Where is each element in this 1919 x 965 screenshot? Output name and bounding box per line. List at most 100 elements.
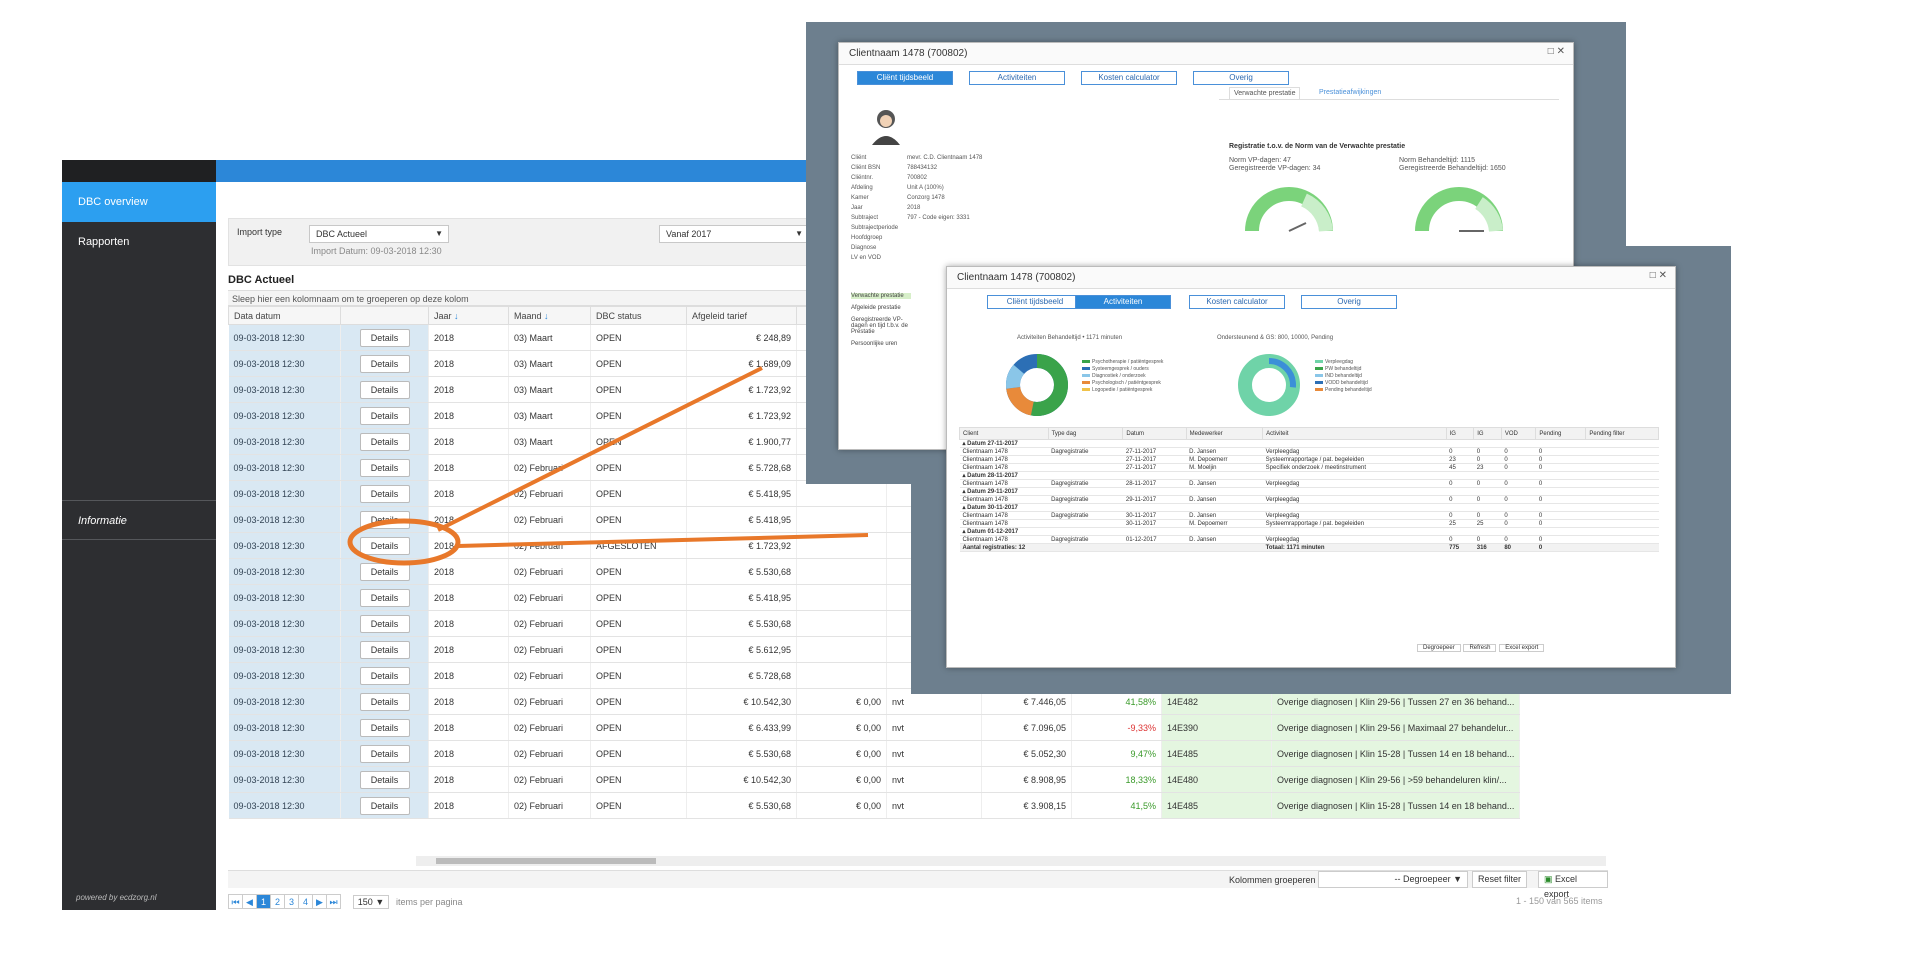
details-button[interactable]: Details — [359, 666, 410, 685]
tab-activiteiten[interactable]: Activiteiten — [1075, 295, 1171, 309]
details-button[interactable]: Details — [359, 510, 410, 529]
details-button[interactable]: Details — [359, 770, 410, 789]
column-header[interactable]: Pending — [1535, 427, 1587, 440]
import-type-select[interactable]: DBC Actueel ▼ — [309, 225, 449, 243]
table-row[interactable]: Clientnaam 1478 27-11-2017 M. Moeljin Speci… — [959, 463, 1659, 472]
excel-export-button[interactable]: Excel export — [1499, 644, 1545, 652]
column-header[interactable]: Client — [959, 427, 1049, 440]
group-row[interactable]: ▴ Datum 28-11-2017 — [959, 471, 1659, 480]
tab-kosten-calculator[interactable]: Kosten calculator — [1081, 71, 1177, 85]
column-header[interactable]: Type dag — [1047, 427, 1124, 440]
page-button[interactable]: 2 — [270, 894, 285, 909]
total-value: 0 — [1535, 543, 1586, 552]
group-row[interactable]: ▴ Datum 29-11-2017 — [959, 487, 1659, 496]
tab-overig[interactable]: Overig — [1301, 295, 1397, 309]
powered-by-label[interactable]: powered by ecdzorg.nl — [76, 893, 157, 902]
side-nav-item[interactable]: Afgeleide prestatie — [851, 305, 901, 311]
legend-swatch — [1082, 388, 1090, 391]
tab-client-tijdsbeeld[interactable]: Cliënt tijdsbeeld — [987, 295, 1083, 309]
table-cell — [1048, 463, 1123, 472]
column-header-jaar[interactable]: Jaar ↓ — [428, 306, 509, 325]
details-button[interactable]: Details — [359, 692, 410, 711]
column-header[interactable]: Activiteit — [1262, 427, 1447, 440]
last-page-icon[interactable]: ⏭ — [326, 894, 341, 909]
excel-export-button[interactable]: ▣ Excel export — [1538, 871, 1608, 899]
page-button[interactable]: 1 — [256, 894, 271, 909]
first-page-icon[interactable]: ⏮ — [228, 894, 243, 909]
table-row[interactable]: Clientnaam 1478 Dagregistratie 27-11-2017 D… — [959, 447, 1659, 456]
column-header[interactable]: Datum — [1122, 427, 1187, 440]
table-row[interactable]: 09-03-2018 12:30 Details 2018 02) Februari O… — [228, 714, 1521, 741]
details-button[interactable]: Details — [359, 588, 410, 607]
table-body: ▴ Datum 27-11-2017 Clientnaam 1478 Dagregi… — [959, 439, 1659, 552]
subtab-prestatieafwijkingen[interactable]: Prestatieafwijkingen — [1319, 89, 1382, 96]
details-button[interactable]: Details — [359, 380, 410, 399]
details-button[interactable]: Details — [359, 328, 410, 347]
table-row[interactable]: Clientnaam 1478 Dagregistratie 01-12-2017 D… — [959, 535, 1659, 544]
degroup-select[interactable]: -- Degroepeer ▼ — [1318, 871, 1468, 888]
table-row[interactable]: 09-03-2018 12:30 Details 2018 02) Februari O… — [228, 740, 1521, 767]
period-select[interactable]: Vanaf 2017 ▼ — [659, 225, 809, 243]
reset-filter-button[interactable]: Reset filter — [1472, 871, 1528, 888]
column-header[interactable]: Pending filter — [1585, 427, 1659, 440]
tab-client-tijdsbeeld[interactable]: Cliënt tijdsbeeld — [857, 71, 953, 85]
group-row[interactable]: ▴ Datum 30-11-2017 — [959, 503, 1659, 512]
details-button[interactable]: Details — [359, 354, 410, 373]
degroup-button[interactable]: Degroepeer — [1417, 644, 1461, 652]
horizontal-scrollbar[interactable] — [416, 856, 1606, 866]
details-button[interactable]: Details — [359, 406, 410, 425]
tab-kosten-calculator[interactable]: Kosten calculator — [1189, 295, 1285, 309]
group-row[interactable]: ▴ Datum 01-12-2017 — [959, 527, 1659, 536]
column-header[interactable]: IG — [1473, 427, 1502, 440]
tab-activiteiten[interactable]: Activiteiten — [969, 71, 1065, 85]
page-button[interactable]: 3 — [284, 894, 299, 909]
column-header[interactable]: IG — [1445, 427, 1475, 440]
details-button[interactable]: Details — [359, 458, 410, 477]
sidebar-item-rapporten[interactable]: Rapporten — [78, 236, 130, 248]
refresh-button[interactable]: Refresh — [1463, 644, 1497, 652]
sidebar-item-dbc-overview[interactable]: DBC overview — [62, 182, 216, 222]
table-row[interactable]: Clientnaam 1478 Dagregistratie 28-11-2017 D… — [959, 479, 1659, 488]
cell-data-datum: 09-03-2018 12:30 — [228, 402, 341, 429]
page-title: DBC Actueel — [228, 274, 295, 286]
side-nav-item[interactable]: Geregistreerde VP-dagen en tijd t.b.v. d… — [851, 317, 908, 335]
side-nav-item[interactable]: Verwachte prestatie — [851, 293, 911, 299]
column-header-data-datum[interactable]: Data datum — [228, 306, 341, 325]
page-size-select[interactable]: 150 ▼ — [352, 895, 390, 909]
column-header[interactable]: VOD — [1500, 427, 1537, 440]
details-button[interactable]: Details — [359, 484, 410, 503]
details-button[interactable]: Details — [359, 796, 410, 815]
details-button[interactable]: Details — [359, 640, 410, 659]
side-nav-item[interactable]: Persoonlijke uren — [851, 341, 898, 347]
cell-dbc-status: OPEN — [590, 636, 687, 663]
next-page-icon[interactable]: ▶ — [312, 894, 327, 909]
table-row[interactable]: Clientnaam 1478 Dagregistratie 29-11-2017 D… — [959, 495, 1659, 504]
column-header-dbc-status[interactable]: DBC status — [590, 306, 687, 325]
details-button[interactable]: Details — [359, 562, 410, 581]
tab-overig[interactable]: Overig — [1193, 71, 1289, 85]
table-row[interactable]: 09-03-2018 12:30 Details 2018 02) Februari O… — [228, 792, 1521, 819]
prev-page-icon[interactable]: ◀ — [242, 894, 257, 909]
table-row[interactable]: Clientnaam 1478 Dagregistratie 30-11-2017 D… — [959, 511, 1659, 520]
scrollbar-thumb[interactable] — [436, 858, 656, 864]
column-header-maand[interactable]: Maand ↓ — [508, 306, 591, 325]
column-header-afgeleid-tarief[interactable]: Afgeleid tarief — [686, 306, 797, 325]
cell-percentage: 9,47% — [1071, 740, 1162, 767]
details-button[interactable]: Details — [359, 614, 410, 633]
column-header[interactable]: Medewerker — [1185, 427, 1264, 440]
details-button[interactable]: Details — [359, 536, 410, 555]
table-row[interactable]: 09-03-2018 12:30 Details 2018 02) Februari O… — [228, 688, 1521, 715]
sidebar-item-informatie[interactable]: Informatie — [62, 500, 216, 540]
cell-hidden — [796, 584, 887, 611]
table-row[interactable]: Clientnaam 1478 30-11-2017 M. Depoemerr Sys… — [959, 519, 1659, 528]
page-button[interactable]: 4 — [298, 894, 313, 909]
group-row[interactable]: ▴ Datum 27-11-2017 — [959, 439, 1659, 448]
close-icon[interactable]: □ ✕ — [1547, 46, 1565, 57]
close-icon[interactable]: □ ✕ — [1649, 270, 1667, 281]
details-button[interactable]: Details — [359, 718, 410, 737]
table-row[interactable]: Clientnaam 1478 27-11-2017 M. Depoemerr Sys… — [959, 455, 1659, 464]
table-row[interactable]: 09-03-2018 12:30 Details 2018 02) Februari O… — [228, 766, 1521, 793]
details-button[interactable]: Details — [359, 432, 410, 451]
subtab-verwachte-prestatie[interactable]: Verwachte prestatie — [1229, 87, 1301, 99]
details-button[interactable]: Details — [359, 744, 410, 763]
